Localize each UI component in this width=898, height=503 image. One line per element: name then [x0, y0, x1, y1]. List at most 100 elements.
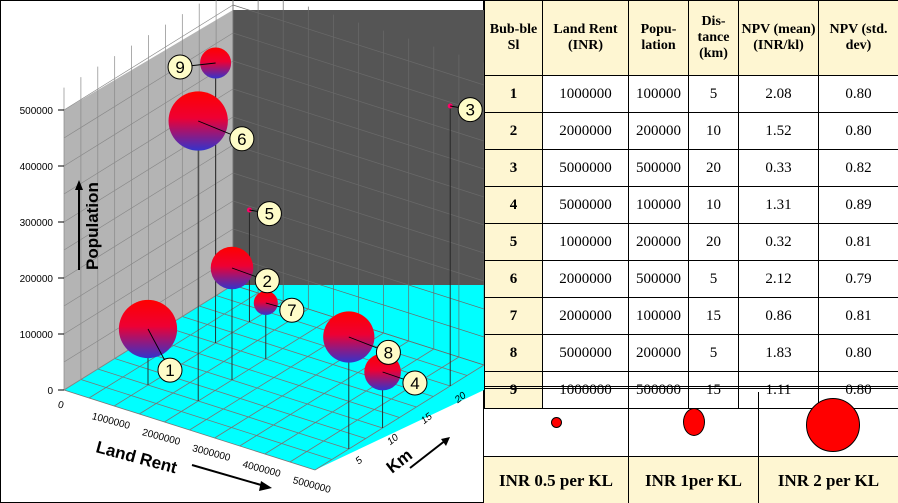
table-row: 7 2000000 100000 15 0.86 0.81 — [484, 297, 898, 335]
cell-npv-std: 0.81 — [818, 223, 898, 261]
y-tick-label: 0 — [47, 386, 53, 397]
legend-label-medium: INR 1per KL — [629, 456, 759, 503]
cell-sl: 1 — [484, 75, 543, 113]
legend-cell-large — [759, 392, 898, 456]
cell-distance: 20 — [688, 149, 739, 187]
header-population: Popu-lation — [628, 0, 689, 76]
cell-population: 100000 — [628, 297, 689, 335]
cell-population: 100000 — [628, 186, 689, 224]
callout-label: 5 — [265, 205, 274, 224]
header-distance: Dis-tance (km) — [688, 0, 739, 76]
cell-distance: 10 — [688, 112, 739, 150]
table-row: 5 1000000 200000 20 0.32 0.81 — [484, 223, 898, 261]
callout-circle — [229, 126, 255, 152]
cell-land-rent: 2000000 — [542, 260, 629, 298]
cell-npv-std: 0.89 — [818, 186, 898, 224]
cell-land-rent: 5000000 — [542, 186, 629, 224]
cell-land-rent: 1000000 — [542, 371, 629, 409]
back-wall-grid-line — [232, 172, 484, 254]
floor-grid-line — [314, 364, 484, 471]
cell-land-rent: 5000000 — [542, 334, 629, 372]
cell-population: 200000 — [628, 112, 689, 150]
side-wall-grid-line — [63, 60, 234, 167]
cell-land-rent: 2000000 — [542, 297, 629, 335]
table-row: 2 2000000 200000 10 1.52 0.80 — [484, 112, 898, 150]
callout-label: 3 — [465, 101, 474, 120]
callout-circle — [167, 54, 193, 80]
cell-sl: 8 — [484, 334, 543, 372]
callout-label: 2 — [263, 272, 272, 291]
bubble — [168, 91, 228, 151]
x-axis-arrowhead — [259, 481, 272, 491]
cell-distance: 10 — [688, 186, 739, 224]
cell-npv-std: 0.80 — [818, 75, 898, 113]
callout-label: 7 — [287, 301, 296, 320]
cell-npv-std: 0.80 — [818, 112, 898, 150]
legend-cell-medium — [629, 392, 759, 456]
legend-bubble-small — [551, 417, 562, 428]
table-row: 3 5000000 500000 20 0.33 0.82 — [484, 149, 898, 187]
floor-grid-line — [148, 337, 400, 418]
callout-circle — [457, 97, 483, 123]
cell-npv-std: 0.82 — [818, 149, 898, 187]
legend-bubble-large — [806, 398, 860, 452]
side-wall-grid-line — [63, 32, 234, 139]
callout-label: 6 — [237, 130, 246, 149]
floor-grid-line — [165, 326, 417, 408]
cell-sl: 5 — [484, 223, 543, 261]
y-axis-title: Population — [83, 182, 102, 270]
side-wall-grid-line — [63, 4, 234, 111]
cell-sl: 4 — [484, 186, 543, 224]
cell-distance: 5 — [688, 75, 739, 113]
callout-label: 8 — [384, 343, 393, 362]
cell-npv-mean: 0.86 — [738, 297, 819, 335]
cell-population: 500000 — [628, 371, 689, 409]
y-tick-label: 200000 — [20, 274, 54, 285]
cell-distance: 15 — [688, 297, 739, 335]
z-tick-label: 5 — [354, 455, 366, 467]
legend-label-large: INR 2 per KL — [759, 456, 898, 503]
bubbles — [118, 47, 453, 391]
callout-circle — [279, 297, 305, 323]
floor-grid-line — [289, 356, 460, 463]
cell-land-rent: 1000000 — [542, 75, 629, 113]
cell-npv-mean: 1.52 — [738, 112, 819, 150]
data-table-panel: Bub-ble Sl Land Rent (INR) Popu-lation D… — [484, 0, 898, 503]
callout-label: 9 — [175, 58, 184, 77]
bubble-size-legend: INR 0.5 per KL INR 1per KL INR 2 per KL — [484, 386, 898, 503]
callout-circle — [254, 268, 280, 294]
npv-table: Bub-ble Sl Land Rent (INR) Popu-lation D… — [484, 0, 898, 409]
cell-distance: 5 — [688, 334, 739, 372]
x-axis-arrow — [191, 464, 269, 488]
callout-circle — [256, 201, 282, 227]
back-wall-grid-line — [232, 144, 484, 226]
table-row: 8 5000000 200000 5 1.83 0.80 — [484, 334, 898, 372]
back-wall-grid-line — [232, 256, 484, 338]
cell-npv-mean: 2.12 — [738, 260, 819, 298]
callout-circle — [402, 370, 428, 396]
cell-population: 200000 — [628, 334, 689, 372]
cell-npv-mean: 0.32 — [738, 223, 819, 261]
y-tick-label: 100000 — [20, 330, 54, 341]
y-tick-label: 300000 — [20, 218, 54, 229]
cell-sl: 7 — [484, 297, 543, 335]
back-wall-grid-line — [232, 4, 484, 86]
cell-npv-std: 0.79 — [818, 260, 898, 298]
table-row: 1 1000000 100000 5 2.08 0.80 — [484, 75, 898, 113]
cell-sl: 3 — [484, 149, 543, 187]
z-axis-arrowhead — [441, 437, 450, 446]
cell-land-rent: 5000000 — [542, 149, 629, 187]
cell-population: 100000 — [628, 75, 689, 113]
cell-sl: 9 — [484, 371, 543, 409]
callout-circle — [157, 357, 183, 383]
cell-npv-mean: 0.33 — [738, 149, 819, 187]
header-bubble-sl: Bub-ble Sl — [484, 0, 543, 76]
x-tick-label: 0 — [57, 400, 66, 412]
legend-bubble-medium — [683, 408, 705, 436]
header-npv-std: NPV (std. dev) — [818, 0, 898, 76]
cell-sl: 2 — [484, 112, 543, 150]
callout-label: 1 — [165, 361, 174, 380]
cell-population: 500000 — [628, 149, 689, 187]
